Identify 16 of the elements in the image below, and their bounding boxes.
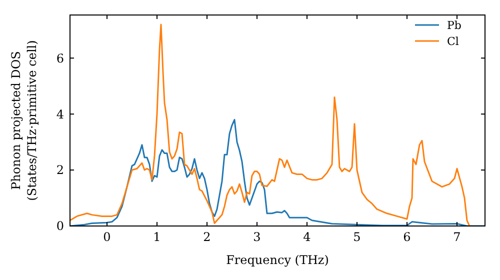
x-tick-label: 3: [253, 230, 261, 244]
y-tick-label: 0: [56, 219, 64, 234]
x-tick-label: 6: [403, 230, 411, 244]
x-tick-label: 7: [453, 230, 461, 244]
x-axis-title: Frequency (THz): [226, 253, 329, 267]
x-tick-label: 2: [203, 230, 211, 244]
x-tick-label: 4: [303, 230, 312, 244]
legend-label: Cl: [447, 34, 460, 48]
y-tick-label: 2: [56, 163, 64, 178]
x-tick-label: 1: [153, 230, 161, 244]
x-tick-label: 0: [103, 230, 111, 244]
y-tick-label: 6: [56, 51, 64, 66]
x-tick-label: 5: [353, 230, 361, 244]
y-tick-label: 4: [56, 107, 64, 122]
y-axis-title: Phonon projected DOS (States/THz·primitive cell): [9, 40, 39, 201]
legend-label: Pb: [447, 18, 462, 32]
